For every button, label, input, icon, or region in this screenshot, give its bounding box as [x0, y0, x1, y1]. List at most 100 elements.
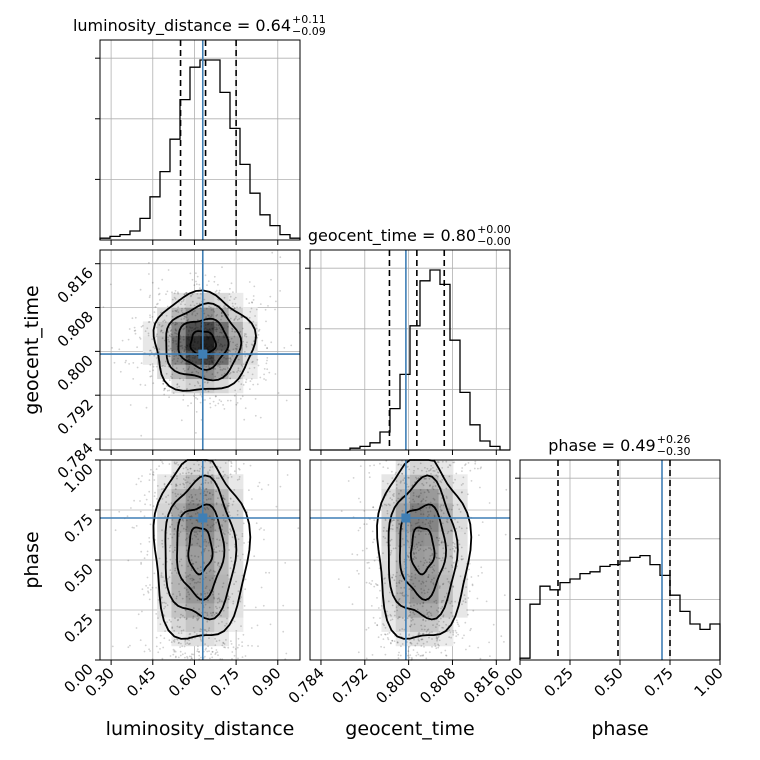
sample-point [184, 362, 187, 365]
sample-point [199, 401, 202, 404]
sample-point [189, 467, 192, 470]
sample-point [238, 467, 240, 470]
sample-point [203, 629, 206, 631]
sample-point [222, 470, 225, 473]
sample-point [243, 334, 246, 337]
sample-point [445, 495, 448, 498]
sample-point [191, 496, 193, 499]
sample-point [435, 468, 438, 471]
sample-point [412, 547, 414, 550]
sample-point [267, 484, 270, 486]
sample-point [188, 355, 191, 357]
sample-point [251, 498, 253, 500]
sample-point [226, 542, 228, 545]
sample-point [182, 300, 185, 302]
sample-point [408, 588, 411, 590]
sample-point [419, 655, 422, 657]
sample-point [175, 462, 177, 465]
sample-point [208, 305, 211, 308]
sample-point [428, 524, 431, 527]
sample-point [177, 656, 180, 659]
sample-point [242, 522, 245, 525]
sample-point [209, 462, 212, 464]
sample-point [407, 556, 410, 559]
sample-point [210, 357, 213, 359]
sample-point [191, 293, 194, 296]
sample-point [401, 472, 403, 475]
sample-point [159, 642, 162, 644]
sample-point [241, 365, 244, 368]
sample-point [214, 395, 217, 398]
sample-point [193, 479, 196, 482]
sample-point [428, 561, 431, 564]
sample-point [204, 324, 207, 326]
x-axis-label-phase: phase [591, 718, 648, 740]
contour-line [164, 474, 238, 621]
sample-point [196, 312, 199, 315]
sample-point [214, 561, 216, 563]
sample-point [224, 624, 226, 627]
sample-point [215, 350, 217, 352]
sample-point [412, 582, 415, 585]
sample-point [450, 600, 453, 603]
sample-point [113, 361, 116, 364]
sample-point [261, 339, 264, 342]
sample-point [395, 560, 398, 563]
sample-point [220, 600, 223, 603]
sample-point [437, 471, 440, 474]
sample-point [258, 328, 261, 331]
sample-point [224, 462, 227, 464]
sample-point [221, 361, 224, 363]
sample-point [216, 328, 219, 331]
sample-point [216, 601, 219, 604]
density-cell [214, 574, 230, 590]
sample-point [220, 400, 223, 403]
sample-point [408, 581, 410, 583]
sample-point [221, 524, 223, 526]
sample-point [401, 592, 403, 595]
sample-point [199, 287, 201, 290]
sample-point [393, 519, 395, 521]
sample-point [440, 607, 442, 610]
sample-point [171, 536, 174, 539]
sample-point [213, 519, 216, 521]
sample-point [409, 641, 411, 644]
sample-point [151, 281, 154, 284]
sample-point [408, 614, 411, 617]
sample-point [207, 599, 210, 602]
sample-point [442, 614, 445, 617]
sample-point [205, 487, 208, 490]
sample-point [424, 466, 426, 469]
sample-point [206, 382, 209, 384]
sample-point [236, 646, 239, 649]
sample-point [217, 622, 220, 625]
sample-point [470, 627, 472, 630]
sample-point [215, 503, 218, 506]
sample-point [213, 574, 216, 577]
sample-point [200, 365, 202, 367]
sample-point [247, 371, 249, 374]
sample-point [448, 508, 450, 511]
sample-point [233, 319, 236, 322]
contour-line [152, 459, 252, 640]
sample-point [417, 496, 420, 498]
sample-point [185, 549, 188, 552]
sample-point [461, 491, 463, 493]
sample-point [426, 488, 429, 491]
sample-point [207, 336, 210, 339]
sample-point [372, 541, 374, 544]
sample-point [190, 559, 193, 561]
sample-point [211, 466, 214, 468]
sample-point [144, 330, 147, 332]
sample-point [244, 578, 247, 581]
contour-line [376, 459, 473, 640]
sample-point [191, 329, 193, 332]
sample-point [442, 504, 445, 507]
sample-point [180, 351, 182, 353]
sample-point [169, 533, 172, 536]
sample-point [187, 358, 190, 361]
sample-point [237, 637, 240, 640]
sample-point [394, 547, 397, 550]
sample-point [351, 553, 354, 555]
sample-point [285, 399, 288, 402]
